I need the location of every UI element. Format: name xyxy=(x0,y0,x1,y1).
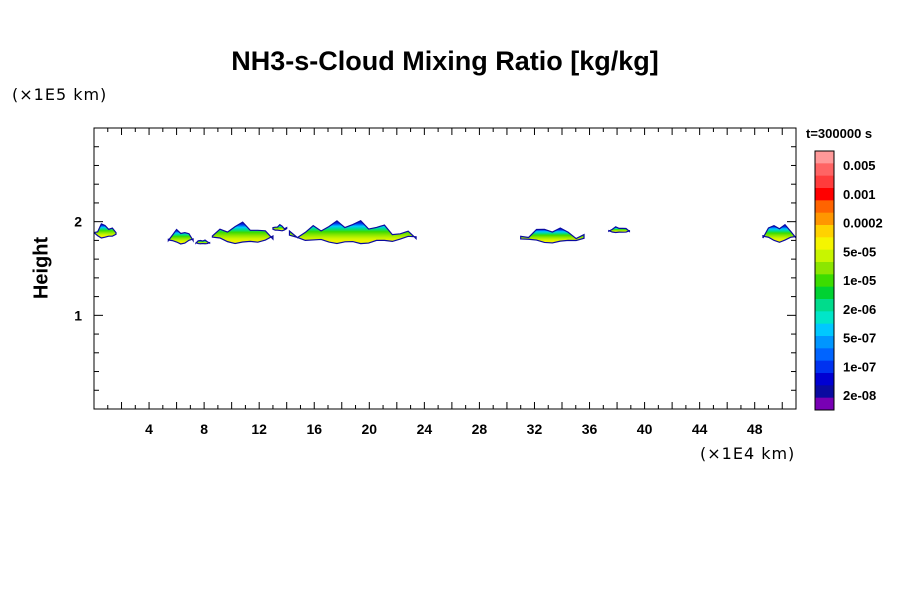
x-tick-label: 44 xyxy=(692,421,708,437)
x-tick-label: 16 xyxy=(306,421,322,437)
colorbar-tick-label: 2e-06 xyxy=(843,302,876,317)
colorbar-tick-label: 5e-05 xyxy=(843,244,876,259)
chart-title: NH3-s-Cloud Mixing Ratio [kg/kg] xyxy=(231,46,659,76)
colorbar-segment xyxy=(815,311,834,325)
colorbar-tick-label: 5e-07 xyxy=(843,331,876,346)
colorbar-tick-label: 1e-05 xyxy=(843,273,876,288)
x-tick-label: 48 xyxy=(747,421,763,437)
colorbar-segment xyxy=(815,299,834,312)
x-tick-label: 8 xyxy=(200,421,208,437)
x-axis-unit-label: (×1E4 km) xyxy=(700,444,796,463)
colorbar-segment xyxy=(815,200,834,214)
y-axis-unit-label: (×1E5 km) xyxy=(12,85,108,104)
time-label: t=300000 s xyxy=(806,126,873,141)
x-tick-label: 28 xyxy=(472,421,488,437)
colorbar-segment xyxy=(815,385,834,399)
x-tick-label: 40 xyxy=(637,421,653,437)
y-tick-label: 1 xyxy=(74,307,82,323)
colorbar-segment xyxy=(815,151,834,164)
colorbar-segment xyxy=(815,323,834,337)
colorbar-segment xyxy=(815,373,834,386)
x-tick-label: 12 xyxy=(251,421,267,437)
x-tick-label: 4 xyxy=(145,421,153,437)
colorbar-segment xyxy=(815,249,834,263)
colorbar-frame xyxy=(814,150,835,411)
colorbar-segment xyxy=(815,188,834,201)
colorbar-segment xyxy=(815,286,834,300)
colorbar-segment xyxy=(815,225,834,238)
plot-frame xyxy=(93,127,797,410)
cloud-patch xyxy=(211,221,274,245)
colorbar-segment xyxy=(815,212,834,226)
colorbar-tick-label: 0.005 xyxy=(843,158,876,173)
x-tick-label: 24 xyxy=(417,421,433,437)
colorbar-segment xyxy=(815,262,834,275)
x-tick-label: 32 xyxy=(527,421,543,437)
cloud-patch xyxy=(762,223,796,243)
cloud-patch xyxy=(272,223,288,232)
colorbar-tick-label: 0.001 xyxy=(843,187,876,202)
cloud-patch xyxy=(167,228,194,245)
colorbar-segment xyxy=(815,397,834,411)
x-tick-label: 20 xyxy=(362,421,378,437)
colorbar-segment xyxy=(815,163,834,177)
colorbar-tick-label: 2e-08 xyxy=(843,388,876,403)
cloud-patch xyxy=(94,223,117,239)
cloud-patch xyxy=(195,239,211,245)
colorbar-segment xyxy=(815,348,834,362)
cloud-patch xyxy=(520,227,585,244)
colorbar-tick-label: 0.0002 xyxy=(843,216,883,231)
colorbar-segment xyxy=(815,175,834,189)
y-tick-label: 2 xyxy=(74,214,82,230)
colorbar-segment xyxy=(815,274,834,288)
colorbar-tick-label: 1e-07 xyxy=(843,359,876,374)
cloud-patch xyxy=(608,226,631,234)
colorbar-segment xyxy=(815,336,834,349)
cloud-patch xyxy=(288,219,417,245)
x-tick-label: 36 xyxy=(582,421,598,437)
colorbar-segment xyxy=(815,237,834,251)
colorbar-segment xyxy=(815,360,834,374)
